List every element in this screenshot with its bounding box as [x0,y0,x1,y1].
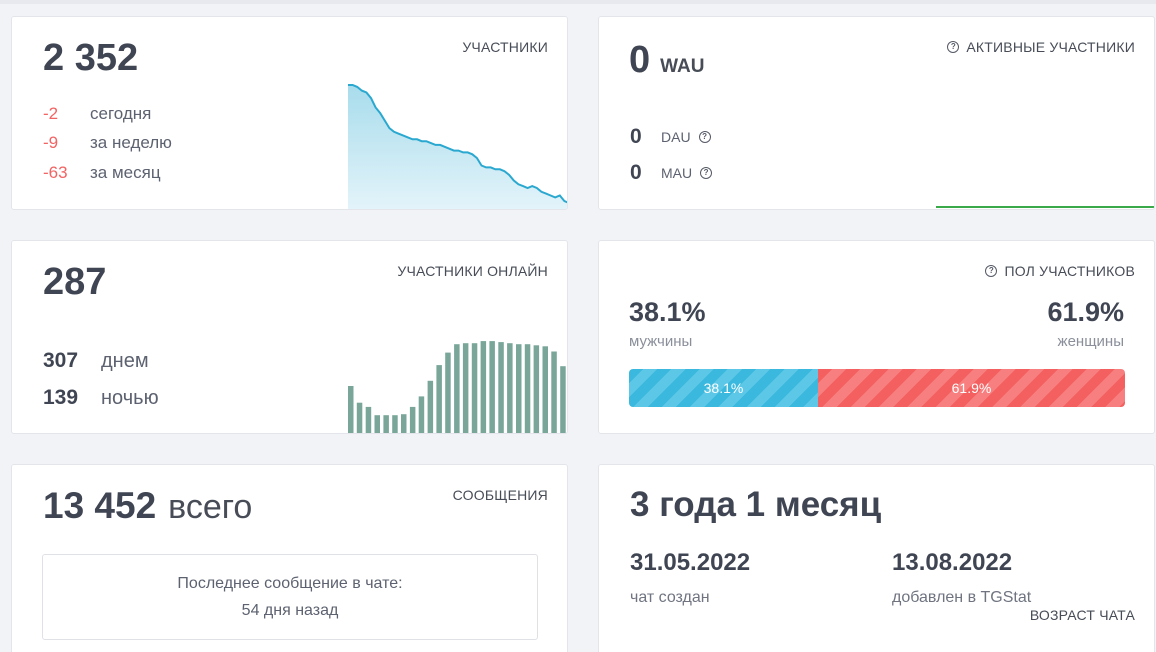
top-border [0,0,1156,4]
chat-age: 3 года 1 месяц [630,485,882,524]
created-label: чат создан [630,589,710,606]
online-bar [445,352,451,433]
members-change-today: -2 сегодня [43,104,151,124]
members-line [348,84,567,204]
gender-title: ? ПОЛ УЧАСТНИКОВ [985,263,1135,279]
age-card: 3 года 1 месяц 31.05.2022 чат создан 13.… [598,464,1155,652]
online-night-value: 139 [43,386,79,409]
dau-label: DAU [661,129,691,145]
members-title: УЧАСТНИКИ [462,39,548,55]
online-bar [418,396,425,433]
mau-label: MAU [661,165,693,181]
messages-total-word: всего [168,488,253,526]
wau-value: 0 [629,39,651,81]
online-bar [383,415,389,433]
added-date: 13.08.2022 [892,549,1013,576]
mau-row: 0 MAU ? [630,161,713,185]
gender-card: ? ПОЛ УЧАСТНИКОВ 38.1% мужчины 61.9% жен… [598,240,1155,434]
online-bar [401,414,407,433]
online-bar [365,406,372,433]
wau-label: WAU [660,56,705,77]
online-bar [560,366,566,433]
male-percent: 38.1% [629,297,706,327]
age-title: ВОЗРАСТ ЧАТА [1029,607,1135,623]
created-block: 31.05.2022 чат создан [630,549,750,607]
messages-total: 13 452 всего [43,485,252,527]
activity-chart-line [936,206,1154,208]
members-card: 2 352 УЧАСТНИКИ -2 сегодня -9 за неделю … [11,16,568,210]
messages-total-value: 13 452 [43,485,157,526]
online-day-value: 307 [43,349,79,372]
online-card: 287 УЧАСТНИКИ ОНЛАЙН 307 днем 139 ночью [11,240,568,434]
last-message-caption: Последнее сообщение в чате: [177,575,403,592]
online-bar [542,346,548,433]
online-day-label: днем [101,350,149,372]
online-bar [454,344,460,433]
online-bar [427,380,434,433]
female-percent: 61.9% [1047,297,1124,327]
female-segment[interactable]: 61.9% [817,369,1125,407]
help-icon[interactable]: ? [698,131,711,143]
mau-value: 0 [630,161,642,184]
members-total: 2 352 [43,37,139,79]
online-bar [489,341,495,433]
added-block: 13.08.2022 добавлен в TGStat [892,549,1031,607]
online-night-label: ночью [101,387,159,409]
members-change-month: -63 за месяц [43,163,161,183]
change-label: за месяц [90,163,161,182]
help-icon[interactable]: ? [700,167,713,179]
online-bar [533,345,540,433]
change-value: -9 [43,133,59,152]
gender-title-text: ПОЛ УЧАСТНИКОВ [1004,263,1135,279]
last-message-box: Последнее сообщение в чате: 54 дня назад [42,554,538,640]
messages-card: 13 452 всего СООБЩЕНИЯ Последнее сообщен… [11,464,568,652]
online-bar [436,365,442,433]
change-label: сегодня [90,104,152,123]
online-total: 287 [43,261,107,303]
online-bar [524,344,531,433]
online-bar [480,341,487,433]
change-label: за неделю [90,133,172,152]
online-bar [356,402,363,433]
online-bar [471,343,478,433]
dau-value: 0 [630,125,642,148]
wau-block: 0 WAU [629,39,704,82]
members-chart[interactable] [348,77,568,210]
online-day-row: 307 днем [43,349,149,373]
online-bar [409,406,416,433]
change-value: -63 [43,163,68,182]
online-chart[interactable] [348,339,568,433]
online-bar [348,386,354,433]
messages-title: СООБЩЕНИЯ [452,487,548,503]
last-message-ago: 54 дня назад [241,602,339,619]
members-change-week: -9 за неделю [43,133,172,153]
help-icon[interactable]: ? [947,41,960,53]
change-value: -2 [43,104,59,123]
dau-row: 0 DAU ? [630,125,711,149]
online-night-row: 139 ночью [43,386,159,410]
online-bar [392,415,398,433]
online-title: УЧАСТНИКИ ОНЛАЙН [397,263,548,279]
male-label: мужчины [629,333,693,350]
male-segment[interactable]: 38.1% [629,369,818,407]
added-label: добавлен в TGStat [892,589,1032,606]
female-label: женщины [1057,333,1124,350]
active-title-text: АКТИВНЫЕ УЧАСТНИКИ [966,39,1135,55]
online-bar [516,344,522,433]
members-area [348,85,567,209]
active-title: ? АКТИВНЫЕ УЧАСТНИКИ [947,39,1135,55]
active-card: 0 WAU ? АКТИВНЫЕ УЧАСТНИКИ 0 DAU ? 0 MAU… [598,16,1155,210]
online-bar [507,343,513,433]
help-icon[interactable]: ? [985,265,998,277]
gender-bar: 38.1% 61.9% [629,369,1125,407]
online-bar [498,342,504,433]
online-bar [551,351,557,433]
created-date: 31.05.2022 [630,549,751,576]
online-bar [462,343,469,433]
online-bar [374,415,380,433]
